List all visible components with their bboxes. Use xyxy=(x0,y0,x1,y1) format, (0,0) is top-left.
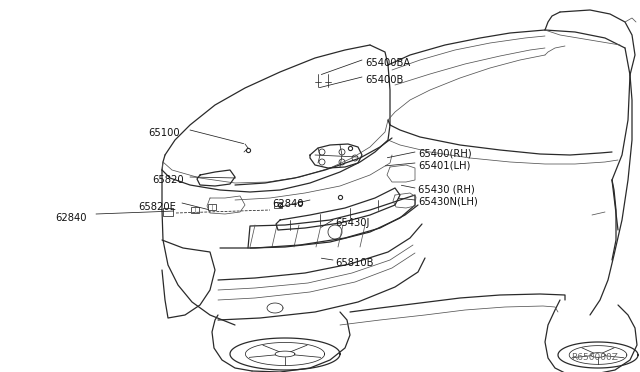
Bar xyxy=(163,208,173,216)
Circle shape xyxy=(339,159,345,165)
Circle shape xyxy=(319,149,325,155)
Bar xyxy=(274,202,282,208)
Text: 65400BA: 65400BA xyxy=(365,58,410,68)
Text: 65430J: 65430J xyxy=(335,218,369,228)
Text: 65400B: 65400B xyxy=(365,75,403,85)
Text: 65401(LH): 65401(LH) xyxy=(418,160,470,170)
Text: R650000Z: R650000Z xyxy=(571,353,618,362)
Text: 62840: 62840 xyxy=(272,199,303,209)
Bar xyxy=(191,207,199,213)
Text: 65400(RH): 65400(RH) xyxy=(418,148,472,158)
Circle shape xyxy=(352,155,358,161)
Text: 65820E: 65820E xyxy=(138,202,176,212)
Circle shape xyxy=(339,149,345,155)
Bar xyxy=(208,204,216,210)
Text: 65100: 65100 xyxy=(148,128,180,138)
Text: 65430 (RH): 65430 (RH) xyxy=(418,185,475,195)
Text: 65820: 65820 xyxy=(152,175,184,185)
Text: 65430N(LH): 65430N(LH) xyxy=(418,197,477,207)
Text: 65810B: 65810B xyxy=(335,258,374,268)
Circle shape xyxy=(319,159,325,165)
Text: 62840: 62840 xyxy=(55,213,86,223)
